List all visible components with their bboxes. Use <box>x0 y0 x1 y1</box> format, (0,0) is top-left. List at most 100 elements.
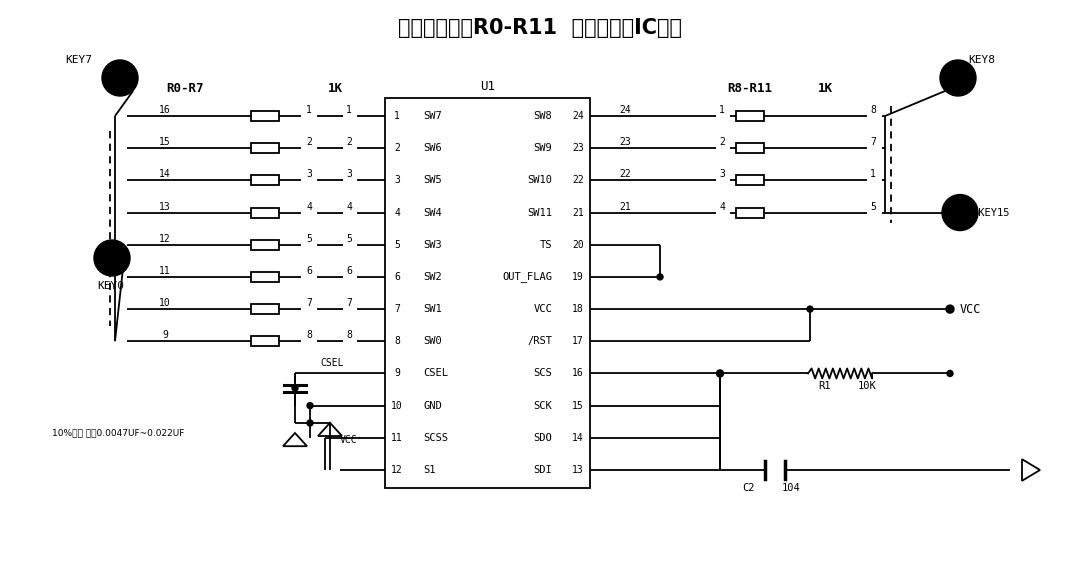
Text: 14: 14 <box>159 169 171 179</box>
Text: 1K: 1K <box>818 82 833 95</box>
Text: OUT_FLAG: OUT_FLAG <box>502 272 552 282</box>
Text: SW1: SW1 <box>423 304 442 314</box>
Circle shape <box>947 370 953 376</box>
Text: SW9: SW9 <box>534 143 552 153</box>
Text: SW8: SW8 <box>534 111 552 121</box>
Text: 10K: 10K <box>858 382 877 392</box>
Text: 2: 2 <box>306 137 312 147</box>
Text: TS: TS <box>540 240 552 250</box>
Text: 10: 10 <box>391 400 403 410</box>
Text: S1: S1 <box>423 465 435 475</box>
Text: 104: 104 <box>782 483 800 493</box>
Text: 7: 7 <box>306 298 312 308</box>
Text: 4: 4 <box>719 202 725 212</box>
Text: 22: 22 <box>572 175 584 185</box>
Text: R8-R11: R8-R11 <box>728 82 772 95</box>
Text: VCC: VCC <box>960 303 982 316</box>
Text: 17: 17 <box>572 336 584 346</box>
Text: 8: 8 <box>306 330 312 340</box>
Text: 3: 3 <box>394 175 400 185</box>
Text: 21: 21 <box>572 208 584 218</box>
Text: 2: 2 <box>346 137 352 147</box>
Text: 1: 1 <box>719 105 725 115</box>
Bar <box>251 111 279 121</box>
Text: 10%涤纶 电容0.0047UF~0.022UF: 10%涤纶 电容0.0047UF~0.022UF <box>52 429 185 437</box>
Text: R1: R1 <box>818 382 831 392</box>
Text: 5: 5 <box>394 240 400 250</box>
Text: 5: 5 <box>306 233 312 244</box>
Bar <box>735 175 764 185</box>
Text: SCSS: SCSS <box>423 433 448 443</box>
Bar <box>251 336 279 346</box>
Text: 11: 11 <box>391 433 403 443</box>
Circle shape <box>716 370 724 377</box>
Circle shape <box>307 420 313 426</box>
Text: 10: 10 <box>159 298 171 308</box>
Text: 14: 14 <box>572 433 584 443</box>
Circle shape <box>940 60 976 96</box>
Bar <box>251 143 279 153</box>
Text: 23: 23 <box>572 143 584 153</box>
Text: 1: 1 <box>346 105 352 115</box>
Text: 23: 23 <box>619 137 631 147</box>
Bar <box>251 175 279 185</box>
Circle shape <box>307 403 313 409</box>
Circle shape <box>102 60 138 96</box>
Text: 13: 13 <box>159 202 171 212</box>
Text: 6: 6 <box>394 272 400 282</box>
Text: 8: 8 <box>870 105 876 115</box>
Text: KEY7: KEY7 <box>65 55 92 65</box>
Text: 18: 18 <box>572 304 584 314</box>
Text: SCK: SCK <box>534 400 552 410</box>
Text: 2: 2 <box>719 137 725 147</box>
Text: 通道匹配电阻R0-R11  应尽量靠近IC放置: 通道匹配电阻R0-R11 应尽量靠近IC放置 <box>399 18 681 38</box>
Text: KEY8: KEY8 <box>968 55 995 65</box>
Text: 1K: 1K <box>327 82 342 95</box>
Text: 9: 9 <box>162 330 167 340</box>
Text: 3: 3 <box>719 169 725 179</box>
Text: 4: 4 <box>346 202 352 212</box>
Text: SW4: SW4 <box>423 208 442 218</box>
Bar <box>735 208 764 218</box>
Text: 16: 16 <box>572 369 584 379</box>
Text: SDI: SDI <box>534 465 552 475</box>
Text: 9: 9 <box>394 369 400 379</box>
Text: CSEL: CSEL <box>423 369 448 379</box>
Text: 22: 22 <box>619 169 631 179</box>
Text: 1: 1 <box>870 169 876 179</box>
Text: 2: 2 <box>394 143 400 153</box>
Text: 24: 24 <box>572 111 584 121</box>
Circle shape <box>942 195 978 230</box>
Text: SW0: SW0 <box>423 336 442 346</box>
Text: 24: 24 <box>619 105 631 115</box>
Text: 16: 16 <box>159 105 171 115</box>
Text: SW2: SW2 <box>423 272 442 282</box>
Text: 11: 11 <box>159 266 171 276</box>
Text: CSEL: CSEL <box>320 359 343 369</box>
Text: SCS: SCS <box>534 369 552 379</box>
Circle shape <box>94 240 130 276</box>
Text: 12: 12 <box>391 465 403 475</box>
Text: GND: GND <box>423 400 442 410</box>
Text: 5: 5 <box>870 202 876 212</box>
Text: VCC: VCC <box>340 435 357 445</box>
Text: 8: 8 <box>346 330 352 340</box>
Text: 6: 6 <box>346 266 352 276</box>
Bar <box>251 240 279 250</box>
Text: 12: 12 <box>159 233 171 244</box>
Bar <box>251 272 279 282</box>
Text: 8: 8 <box>394 336 400 346</box>
Circle shape <box>807 306 813 312</box>
Text: 7: 7 <box>870 137 876 147</box>
Text: 5: 5 <box>346 233 352 244</box>
Bar <box>251 304 279 314</box>
Text: 13: 13 <box>572 465 584 475</box>
Text: 1: 1 <box>306 105 312 115</box>
Text: SW6: SW6 <box>423 143 442 153</box>
Text: SW10: SW10 <box>527 175 552 185</box>
Bar <box>384 98 590 488</box>
Text: 15: 15 <box>159 137 171 147</box>
Text: 7: 7 <box>394 304 400 314</box>
Text: 3: 3 <box>306 169 312 179</box>
Text: VCC: VCC <box>534 304 552 314</box>
